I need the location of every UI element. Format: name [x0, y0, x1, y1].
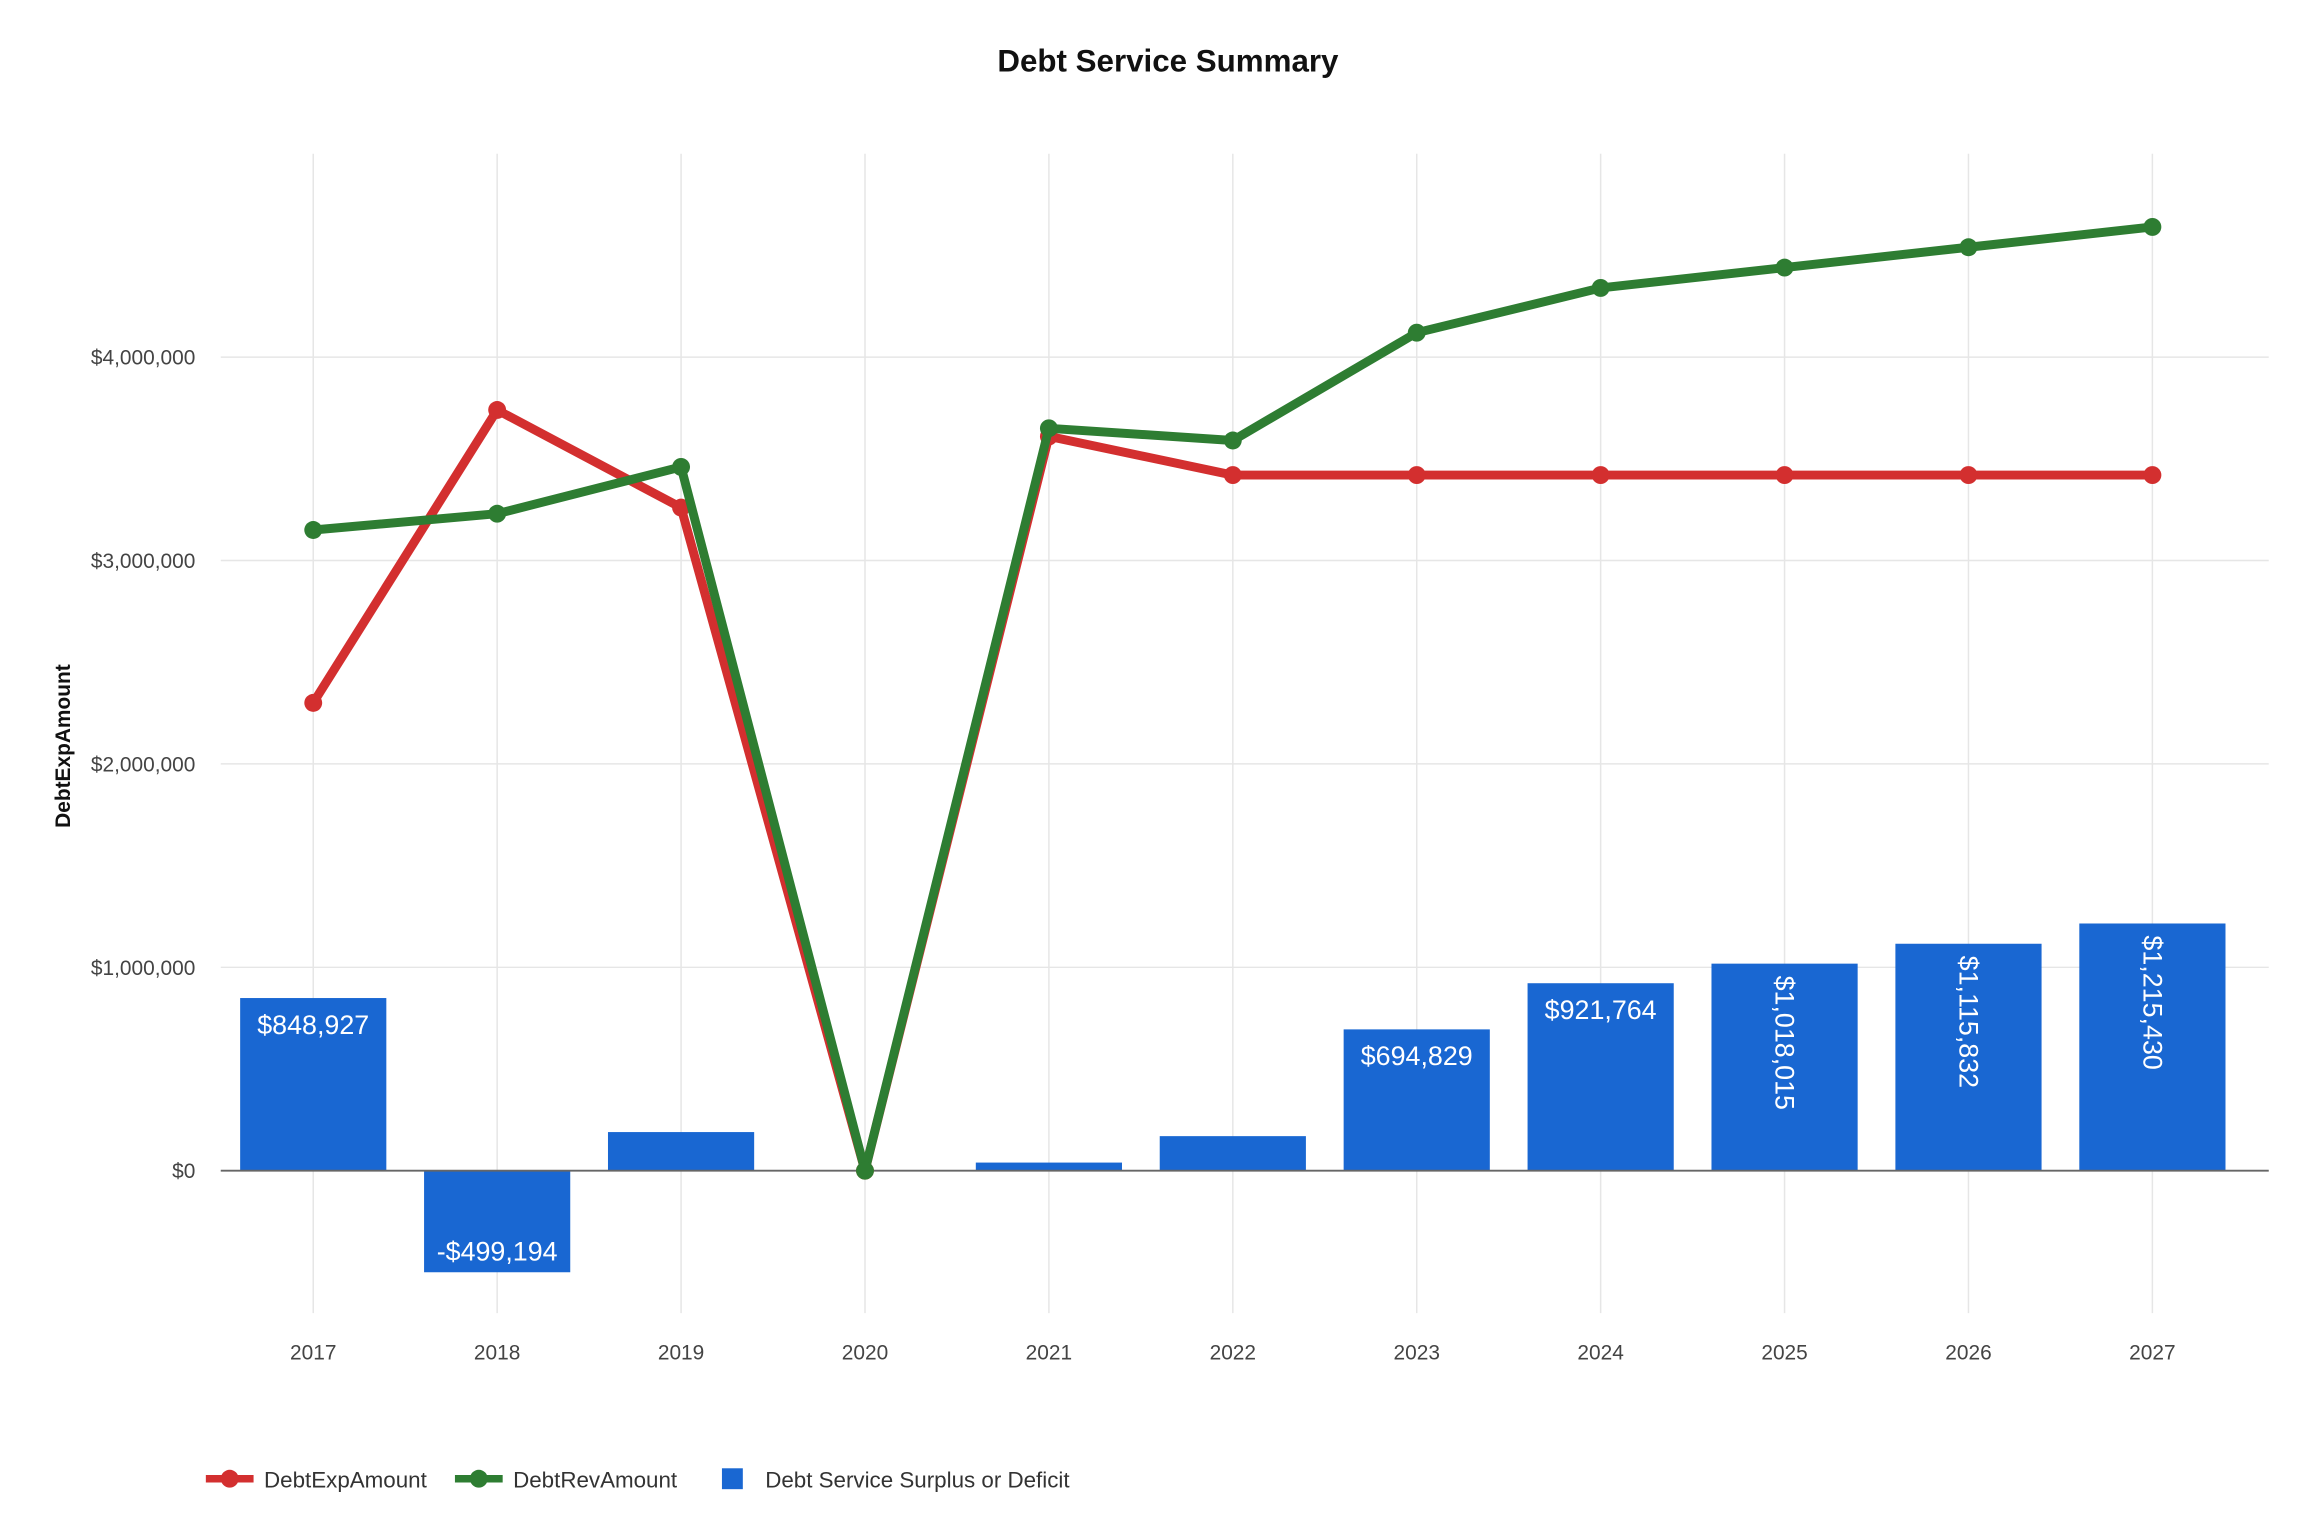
point-debtrevamount	[1959, 238, 1978, 257]
bar-surplus-deficit	[240, 998, 387, 1171]
x-tick-label: 2020	[842, 1341, 888, 1364]
bar-data-label: $848,927	[257, 1010, 369, 1040]
point-debtexpamount	[1959, 466, 1978, 485]
y-tick-label: $2,000,000	[91, 753, 195, 776]
bar-surplus-deficit	[1895, 943, 2042, 1171]
bar-data-label: $1,215,430	[2137, 935, 2167, 1069]
point-debtrevamount	[488, 504, 507, 523]
x-tick-label: 2021	[1026, 1341, 1072, 1364]
point-debtrevamount	[304, 521, 323, 539]
y-tick-label: $1,000,000	[91, 957, 195, 980]
bar-surplus-deficit	[1343, 1029, 1490, 1171]
bar-data-label: $694,829	[1361, 1041, 1473, 1071]
point-debtrevamount	[672, 457, 691, 476]
point-debtrevamount	[856, 1161, 874, 1180]
point-debtexpamount	[1591, 466, 1610, 485]
legend-swatch-marker	[469, 1469, 488, 1488]
point-debtrevamount	[1039, 419, 1058, 438]
legend-label: Debt Service Surplus or Deficit	[765, 1468, 1070, 1493]
y-tick-label: $3,000,000	[91, 550, 195, 573]
bar-surplus-deficit	[1711, 963, 1858, 1171]
legend-label: DebtExpAmount	[264, 1468, 428, 1493]
bar-data-label: $921,764	[1545, 995, 1657, 1025]
bar-surplus-deficit	[424, 1170, 571, 1273]
x-tick-label: 2022	[1210, 1341, 1256, 1364]
point-debtexpamount	[672, 498, 691, 517]
y-axis-label: DebtExpAmount	[52, 664, 75, 828]
bar-surplus-deficit	[607, 1132, 755, 1171]
point-debtexpamount	[304, 693, 323, 712]
bar-surplus-deficit	[975, 1162, 1122, 1171]
point-debtexpamount	[2143, 466, 2162, 485]
chart-title: Debt Service Summary	[997, 44, 1339, 79]
point-debtexpamount	[488, 401, 507, 419]
legend-swatch-marker	[220, 1469, 239, 1488]
x-tick-label: 2017	[290, 1341, 336, 1364]
point-debtrevamount	[1591, 278, 1610, 297]
bar-surplus-deficit	[2079, 923, 2226, 1171]
bar-data-label: $1,018,015	[1770, 976, 1800, 1110]
point-debtrevamount	[1223, 431, 1242, 450]
x-tick-label: 2027	[2129, 1341, 2175, 1364]
point-debtexpamount	[1775, 466, 1794, 485]
bar-data-label: $1,115,832	[1954, 956, 1984, 1088]
legend-item-debtexpamount: DebtExpAmount	[205, 1468, 428, 1493]
x-tick-label: 2024	[1577, 1341, 1623, 1364]
x-tick-label: 2025	[1761, 1341, 1807, 1364]
point-debtrevamount	[2143, 217, 2162, 236]
point-debtrevamount	[1407, 323, 1426, 342]
x-tick-label: 2026	[1945, 1341, 1991, 1364]
x-tick-label: 2023	[1394, 1341, 1440, 1364]
point-debtexpamount	[1223, 466, 1242, 485]
bar-surplus-deficit	[1527, 983, 1674, 1171]
x-tick-label: 2018	[474, 1341, 520, 1364]
x-tick-label: 2019	[658, 1341, 704, 1364]
legend-swatch	[721, 1468, 743, 1490]
y-tick-label: $4,000,000	[91, 347, 195, 370]
bar-data-label: -$499,194	[437, 1236, 558, 1266]
y-tick-label: $0	[172, 1160, 195, 1183]
legend-label: DebtRevAmount	[513, 1468, 678, 1493]
legend-item-surplus-deficit: Debt Service Surplus or Deficit	[721, 1468, 1070, 1493]
point-debtexpamount	[1407, 466, 1426, 485]
point-debtrevamount	[1775, 258, 1794, 277]
bar-surplus-deficit	[1159, 1136, 1306, 1171]
legend-item-debtrevamount: DebtRevAmount	[454, 1468, 678, 1493]
